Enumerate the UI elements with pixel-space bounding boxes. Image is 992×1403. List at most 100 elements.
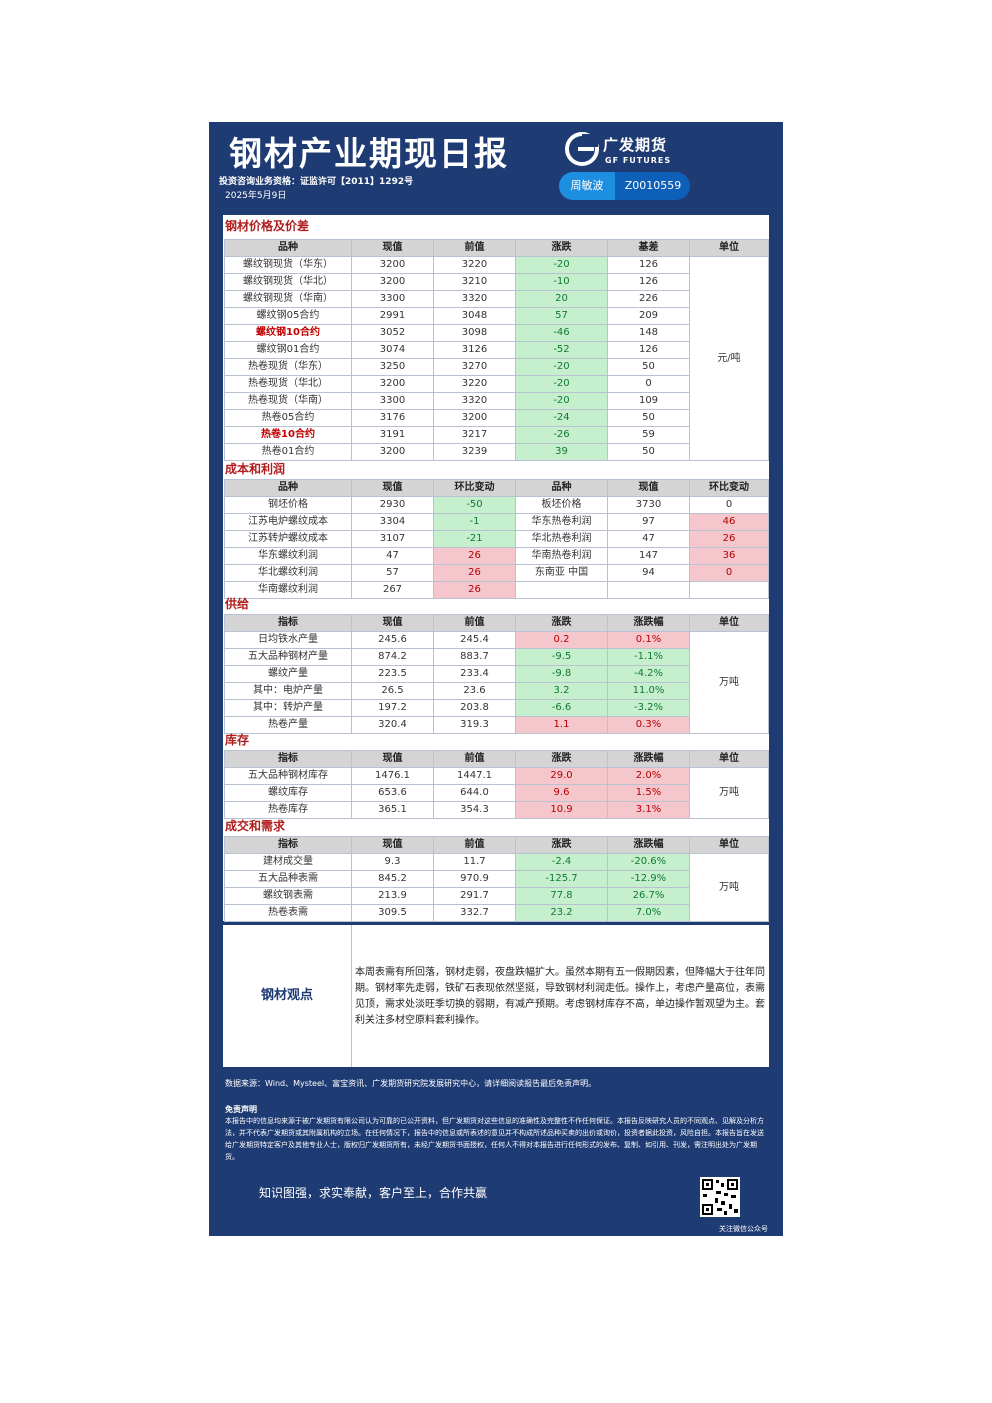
previous-value: 332.7 [433,904,516,922]
market-view-label: 钢材观点 [223,925,352,1067]
current-value: 3304 [351,513,434,531]
section-title-price: 钢材价格及价差 [225,219,310,233]
basis-value: 109 [607,392,690,410]
price-table: 品种 现值 前值 涨跌 基差 单位 螺纹钢现货（华东） 3200 3220 -20 126 元/吨 螺纹… [224,239,769,461]
disclaimer-text: 本报告中的信息均来源于被广发期货有限公司认为可靠的已公开资料，但广发期货对这些信… [225,1117,764,1161]
row-label: 华南螺纹利润 [224,581,352,599]
row-label: 螺纹钢01合约 [224,341,352,359]
gf-logo-icon [565,132,599,166]
data-source: 数据来源：Wind、Mysteel、富宝资讯、广发期货研究院发展研究中心，请详细… [225,1079,597,1088]
previous-value: 319.3 [433,716,516,734]
previous-value: 3239 [433,443,516,461]
current-value: 309.5 [351,904,434,922]
column-header: 现值 [351,239,434,257]
column-header: 涨跌幅 [607,614,690,632]
previous-value: 1447.1 [433,767,516,785]
change-value: 26 [433,547,516,565]
column-header: 品种 [224,239,352,257]
change-value: 57 [515,307,608,325]
current-value: 223.5 [351,665,434,683]
section-title-inventory: 库存 [225,733,250,747]
unit-cell: 万吨 [689,767,769,819]
column-header: 指标 [224,836,352,854]
company-slogan: 知识图强，求实奉献，客户至上，合作共赢 [259,1186,488,1200]
current-value [607,581,690,599]
row-label: 螺纹钢05合约 [224,307,352,325]
change-percent: 7.0% [607,904,690,922]
previous-value: 354.3 [433,801,516,819]
table-row: 五大品种钢材产量 874.2 883.7 -9.5 -1.1% [224,648,769,666]
change-value: 26 [433,564,516,582]
current-value: 3107 [351,530,434,548]
basis-value: 59 [607,426,690,444]
section-title-cost: 成本和利润 [225,462,286,476]
column-header: 单位 [689,836,769,854]
change-value: -20 [515,375,608,393]
change-percent: -20.6% [607,853,690,871]
row-label: 螺纹钢现货（华南） [224,290,352,308]
row-label: 建材成交量 [224,853,352,871]
basis-value: 126 [607,273,690,291]
previous-value: 644.0 [433,784,516,802]
current-value: 47 [351,547,434,565]
change-value: 10.9 [515,801,608,819]
table-header-row: 品种 现值 前值 涨跌 基差 单位 [224,239,769,257]
row-label: 钢坯价格 [224,496,352,514]
current-value: 3074 [351,341,434,359]
change-percent: 11.0% [607,682,690,700]
column-header: 现值 [351,836,434,854]
row-label: 热卷05合约 [224,409,352,427]
previous-value: 3270 [433,358,516,376]
change-value: 23.2 [515,904,608,922]
table-row: 江苏电炉螺纹成本 3304 -1 华东热卷利润 97 46 [224,513,769,531]
change-value: -2.4 [515,853,608,871]
table-row: 螺纹钢现货（华北） 3200 3210 -10 126 [224,273,769,291]
current-value: 653.6 [351,784,434,802]
previous-value: 3320 [433,392,516,410]
row-label: 华东热卷利润 [515,513,608,531]
column-header: 品种 [224,479,352,497]
table-row: 螺纹钢10合约 3052 3098 -46 148 [224,324,769,342]
column-header: 涨跌 [515,614,608,632]
table-row: 螺纹库存 653.6 644.0 9.6 1.5% [224,784,769,802]
row-label: 螺纹钢现货（华东） [224,256,352,274]
row-label: 热卷现货（华南） [224,392,352,410]
column-header: 单位 [689,614,769,632]
change-value: -20 [515,256,608,274]
row-label: 热卷表需 [224,904,352,922]
change-value: 20 [515,290,608,308]
table-row: 华东螺纹利润 47 26 华南热卷利润 147 36 [224,547,769,565]
table-row: 华北螺纹利润 57 26 东南亚 中国 94 0 [224,564,769,582]
column-header: 涨跌幅 [607,750,690,768]
column-header: 涨跌 [515,836,608,854]
change-value: -52 [515,341,608,359]
current-value: 47 [607,530,690,548]
table-row: 螺纹钢表需 213.9 291.7 77.8 26.7% [224,887,769,905]
basis-value: 50 [607,409,690,427]
change-value: -9.8 [515,665,608,683]
row-label: 五大品种钢材库存 [224,767,352,785]
row-label: 螺纹钢表需 [224,887,352,905]
change-value: 36 [689,547,769,565]
table-row: 螺纹钢现货（华南） 3300 3320 20 226 [224,290,769,308]
row-label: 其中：电炉产量 [224,682,352,700]
previous-value: 3217 [433,426,516,444]
table-row: 螺纹钢05合约 2991 3048 57 209 [224,307,769,325]
table-row: 热卷现货（华北） 3200 3220 -20 0 [224,375,769,393]
previous-value: 291.7 [433,887,516,905]
row-label: 五大品种钢材产量 [224,648,352,666]
table-row: 钢坯价格 2930 -50 板坯价格 3730 0 [224,496,769,514]
column-header: 前值 [433,614,516,632]
column-header: 前值 [433,239,516,257]
logo-cn-text: 广发期货 [603,136,668,154]
table-row: 五大品种表需 845.2 970.9 -125.7 -12.9% [224,870,769,888]
change-percent: 0.3% [607,716,690,734]
row-label: 华南热卷利润 [515,547,608,565]
company-logo: 广发期货 GF FUTURES [565,130,695,170]
row-label: 其中：转炉产量 [224,699,352,717]
report-panel: 钢材产业期现日报 投资咨询业务资格：证监许可【2011】1292号 2025年5… [209,122,783,1236]
data-sheet: 钢材价格及价差 品种 现值 前值 涨跌 基差 单位 螺纹钢现货（华东） 3200 3220 -20… [223,215,769,922]
row-label: 五大品种表需 [224,870,352,888]
change-percent: -4.2% [607,665,690,683]
row-label: 螺纹库存 [224,784,352,802]
